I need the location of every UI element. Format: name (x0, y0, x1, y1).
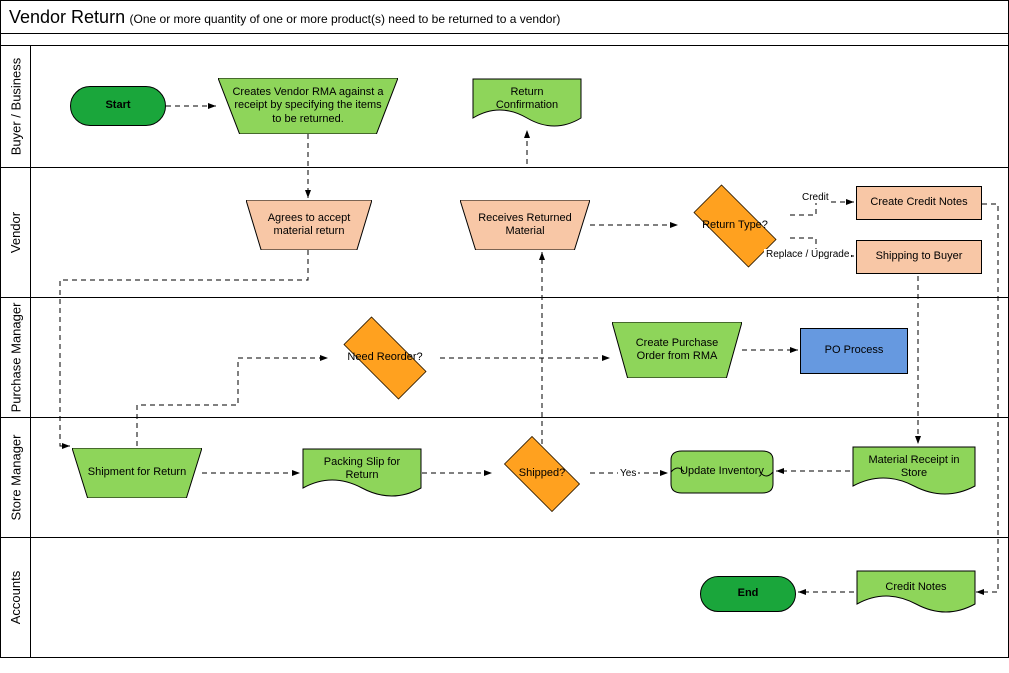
page-subtitle: (One or more quantity of one or more pro… (130, 12, 561, 26)
title-bar: Vendor Return (One or more quantity of o… (0, 0, 1009, 34)
node-agree: Agrees to accept material return (246, 200, 372, 250)
page-title: Vendor Return (9, 7, 125, 27)
node-cnotes: Credit Notes (856, 570, 976, 614)
node-rtype: Return Type? (680, 198, 790, 254)
node-ccn: Create Credit Notes (856, 186, 982, 220)
edge-label-replace: Replace / Upgrade (764, 249, 851, 260)
node-mrcpt: Material Receipt in Store (852, 446, 976, 496)
lane-label: Buyer / Business (1, 46, 31, 167)
node-rma: Creates Vendor RMA against a receipt by … (218, 78, 398, 134)
node-updinv: Update Inventory (670, 450, 774, 494)
edge-label-credit: Credit (800, 192, 831, 203)
lane-label: Store Manager (1, 418, 31, 537)
lane-label: Vendor (1, 168, 31, 297)
spacer-band (0, 34, 1009, 46)
node-cpo: Create Purchase Order from RMA (612, 322, 742, 378)
node-reorder: Need Reorder? (330, 330, 440, 386)
lane-label: Accounts (1, 538, 31, 657)
node-shipped: Shipped? (494, 446, 590, 502)
node-shipret: Shipment for Return (72, 448, 202, 498)
lane-label: Purchase Manager (1, 298, 31, 417)
node-end: End (700, 576, 796, 612)
node-retconf: Return Confirmation (472, 78, 582, 128)
edge-label-yes: Yes (618, 468, 638, 479)
node-poproc: PO Process (800, 328, 908, 374)
node-ship2b: Shipping to Buyer (856, 240, 982, 274)
node-recv: Receives Returned Material (460, 200, 590, 250)
node-pslip: Packing Slip for Return (302, 448, 422, 498)
node-start: Start (70, 86, 166, 126)
